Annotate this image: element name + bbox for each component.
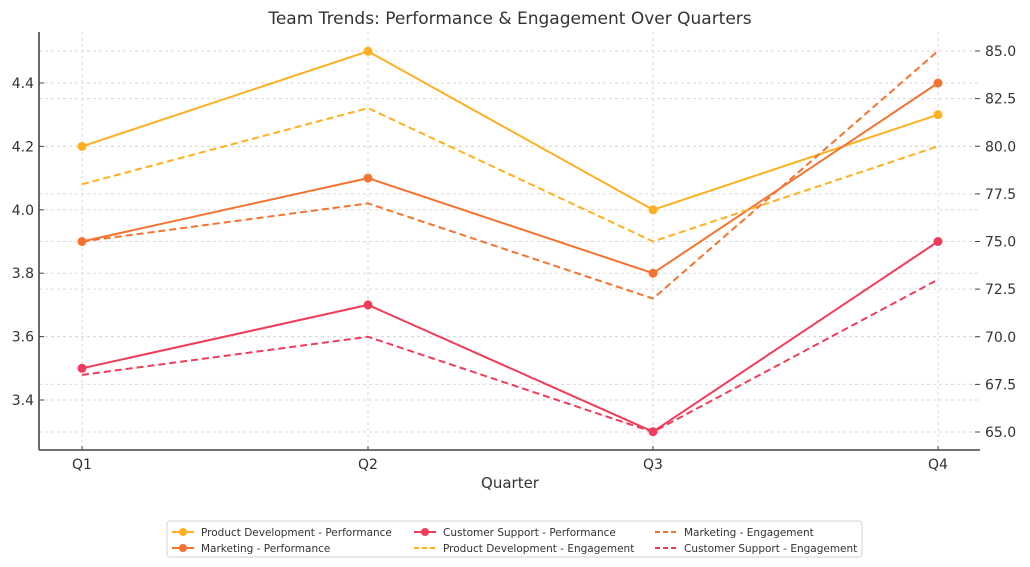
series-line-3 <box>81 107 939 243</box>
x-tick-label: Q4 <box>928 457 948 473</box>
series-line-0 <box>81 50 939 211</box>
data-point <box>363 300 373 310</box>
grid <box>39 32 980 450</box>
legend: Product Development - Performance Marketi… <box>166 520 863 558</box>
y-tick-label-left: 3.4 <box>12 393 34 409</box>
series-line-4 <box>81 50 939 300</box>
y-tick-label-left: 3.8 <box>12 266 34 282</box>
y-tick-label-left: 3.6 <box>12 330 34 346</box>
x-tick-label: Q3 <box>643 457 663 473</box>
chart-title: Team Trends: Performance & Engagement Ov… <box>267 9 751 29</box>
y-tick-label-right: 77.5 <box>985 187 1016 203</box>
data-point <box>648 205 658 215</box>
y-tick-label-right: 67.5 <box>985 377 1016 393</box>
legend-label: Product Development - Performance <box>201 527 392 539</box>
x-axis-label: Quarter <box>481 474 540 492</box>
data-point <box>363 46 373 56</box>
y-tick-label-right: 70.0 <box>985 330 1016 346</box>
axes: 3.4 3.6 3.8 4.0 4.2 4.4 65.0 67.5 70.0 72.5 75.0 77… <box>12 32 1016 473</box>
legend-label: Marketing - Engagement <box>684 527 814 539</box>
legend-label: Product Development - Engagement <box>443 543 634 555</box>
legend-label: Marketing - Performance <box>201 543 330 555</box>
series-line-2 <box>81 240 939 433</box>
series-line-1 <box>81 82 939 275</box>
y-tick-label-right: 80.0 <box>985 139 1016 155</box>
legend-marker <box>421 528 429 536</box>
y-tick-label-right: 85.0 <box>985 44 1016 60</box>
series-line-5 <box>81 278 939 433</box>
y-tick-label-right: 75.0 <box>985 235 1016 251</box>
y-tick-label-right: 72.5 <box>985 282 1016 298</box>
data-point <box>363 173 373 183</box>
legend-marker <box>179 544 187 552</box>
y-tick-label-right: 65.0 <box>985 425 1016 441</box>
data-point <box>77 363 87 373</box>
legend-label: Customer Support - Engagement <box>684 543 857 555</box>
legend-label: Customer Support - Performance <box>443 527 616 539</box>
data-point <box>77 141 87 151</box>
y-tick-label-left: 4.2 <box>12 139 34 155</box>
legend-marker <box>179 528 187 536</box>
data-point <box>933 237 943 246</box>
series-group <box>77 46 943 437</box>
legend-box <box>166 520 863 558</box>
x-tick-label: Q2 <box>358 457 378 473</box>
data-point <box>933 78 943 88</box>
data-point <box>648 268 658 278</box>
x-tick-label: Q1 <box>72 457 92 473</box>
y-tick-label-left: 4.0 <box>12 203 34 219</box>
y-tick-label-left: 4.4 <box>12 76 34 92</box>
data-point <box>933 110 943 120</box>
y-tick-label-right: 82.5 <box>985 92 1016 108</box>
